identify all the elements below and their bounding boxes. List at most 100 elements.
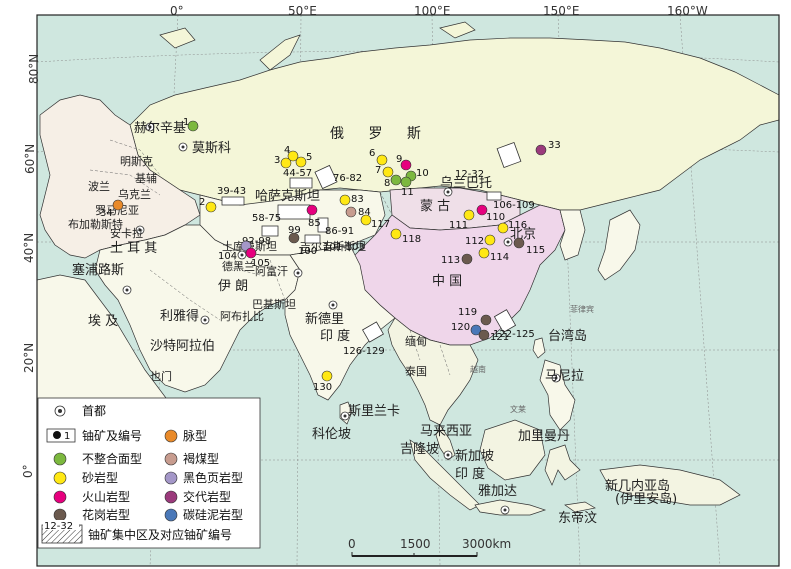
label-india: 印 度 xyxy=(320,328,350,344)
label-text: 115 xyxy=(526,245,545,256)
label-text: 33 xyxy=(548,140,561,151)
label-myanmar: 缅甸 xyxy=(405,334,427,348)
label-text: 首都 xyxy=(82,404,106,418)
deposit-130: 130 xyxy=(313,370,333,393)
label-text: 83 xyxy=(351,194,364,205)
label-manila: 马尼拉 xyxy=(545,369,584,384)
label-text: 碳硅泥岩型 xyxy=(183,507,243,522)
label-text: 砂岩型 xyxy=(82,470,118,485)
deposit-115: 115 xyxy=(513,237,545,256)
deposit-114: 114 xyxy=(478,247,509,263)
capital-marker xyxy=(293,268,303,278)
land-sulawesi xyxy=(544,444,581,486)
deposit-2: 2 xyxy=(199,197,217,213)
label-text: 交代岩型 xyxy=(183,489,231,504)
label-romania: 罗马尼亚 xyxy=(95,204,139,217)
label-newdelhi: 新德里 xyxy=(305,311,344,327)
label-text: 84 xyxy=(358,207,371,218)
label-text: 116 xyxy=(508,220,527,231)
label-text: 112 xyxy=(465,236,484,247)
label-kiev: 基辅 xyxy=(135,171,157,185)
lon-label: 160°W xyxy=(667,4,708,18)
capital-marker xyxy=(500,505,510,515)
label-text: 脉型 xyxy=(183,428,207,443)
label-jakarta: 雅加达 xyxy=(478,484,517,499)
uranium-deposits: 1 2 3 4 5 6 7 8 9 10 11 33 34 83 84 85 9… xyxy=(100,117,561,393)
deposit-1: 1 xyxy=(183,117,199,132)
capital-marker xyxy=(135,225,145,235)
capital-marker xyxy=(503,237,513,247)
cluster-label: 101-103 xyxy=(323,242,365,253)
cluster-92-98: 92-98 xyxy=(242,225,279,247)
capital-marker xyxy=(145,122,155,132)
cluster-86-91: 86-91 xyxy=(317,217,354,237)
cluster-101-103: 101-103 xyxy=(304,234,365,253)
label-taiwan: 台湾岛 xyxy=(548,328,587,344)
cluster-58-75: 58-75 xyxy=(252,204,311,224)
label-china: 中 国 xyxy=(432,274,462,289)
cluster-label: 122-125 xyxy=(493,329,535,340)
scale-tick-0: 0 xyxy=(348,537,356,551)
uranium-clusters: 12-32 39-43 44-57 58-75 76-82 86-91 92-9… xyxy=(217,142,535,357)
land-philippines xyxy=(539,359,576,431)
label-vietnam: 越南 xyxy=(470,364,486,374)
label-text: 3 xyxy=(274,155,280,166)
scale-tick-1500: 1500 xyxy=(400,537,431,551)
label-text: 褐煤型 xyxy=(183,451,219,466)
label-text: 7 xyxy=(375,165,381,176)
land-java xyxy=(474,499,547,516)
lat-label: 20°N xyxy=(22,343,36,373)
land-novaya-zemlya xyxy=(259,34,301,71)
deposit-83: 83 xyxy=(339,194,364,206)
label-poland: 波兰 xyxy=(88,180,110,193)
land-new-guinea xyxy=(599,464,741,506)
label-kualalumpur: 吉隆坡 xyxy=(400,442,439,457)
capital-marker xyxy=(237,250,247,260)
capital-marker xyxy=(340,411,350,421)
label-text: 105 xyxy=(251,258,270,269)
label-moscow: 莫斯科 xyxy=(192,141,231,156)
label-text: 不整合面型 xyxy=(82,451,142,466)
label-indonesia: 印 度 xyxy=(455,466,485,482)
lon-label: 100°E xyxy=(414,4,451,18)
deposit-113: 113 xyxy=(441,253,473,266)
land-sumatra xyxy=(409,439,481,511)
cluster-122-125: 122-125 xyxy=(493,309,535,340)
cluster-label: 106-109 xyxy=(493,200,535,211)
label-text: 11 xyxy=(401,187,414,198)
label-text: 110 xyxy=(486,212,505,223)
label-bucharest: 布加勒斯特 xyxy=(68,217,123,231)
label-text: 黑色页岩型 xyxy=(183,470,243,485)
label-afghanistan: 阿富汗 xyxy=(255,264,288,278)
cluster-label: 58-75 xyxy=(252,213,281,224)
lat-label: 0° xyxy=(21,464,35,478)
cluster-39-43: 39-43 xyxy=(217,186,246,206)
legend-metasomatic: 交代岩型 xyxy=(164,489,231,504)
label-abudhabi: 阿布扎比 xyxy=(220,309,264,323)
label-philippines: 菲律宾 xyxy=(570,304,594,314)
label-text: 121 xyxy=(490,332,509,343)
cluster-44-57: 44-57 xyxy=(283,168,313,189)
capitals xyxy=(122,122,561,515)
deposit-99: 99 xyxy=(288,225,301,244)
label-pakistan: 巴基斯坦 xyxy=(252,297,296,311)
label-text: 10 xyxy=(416,168,429,179)
label-text: 1 xyxy=(64,431,70,442)
land-southeast-asia xyxy=(387,317,479,426)
label-srilanka: 斯里兰卡 xyxy=(348,404,400,419)
label-cyprus: 塞浦路斯 xyxy=(72,262,124,278)
cluster-label: 76-82 xyxy=(333,173,362,184)
label-text: 12-32 xyxy=(44,521,73,532)
borders xyxy=(89,139,451,376)
deposit-110: 110 xyxy=(476,204,505,223)
land-korea xyxy=(559,209,586,261)
label-text: 113 xyxy=(441,255,460,266)
land-borneo xyxy=(479,419,546,481)
legend-carbonaceous: 碳硅泥岩型 xyxy=(164,507,243,522)
label-text: 2 xyxy=(199,197,205,208)
deposit-120: 120 xyxy=(451,322,482,336)
cluster-label: 100 xyxy=(298,246,317,257)
label-newguinea2: (伊里安岛) xyxy=(615,491,677,507)
cluster-100: 100 xyxy=(298,246,317,257)
legend-lignite: 褐煤型 xyxy=(164,451,219,466)
